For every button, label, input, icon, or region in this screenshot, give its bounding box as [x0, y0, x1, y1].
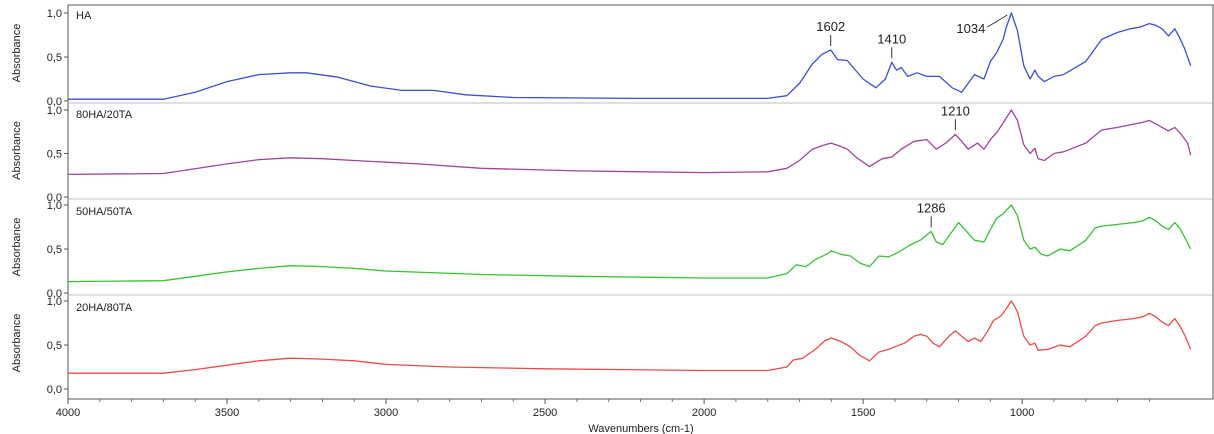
- y-tick-label: 1,0: [47, 8, 62, 20]
- spectrum-line: [68, 300, 1192, 374]
- panel-name: 80HA/20TA: [76, 109, 133, 121]
- x-tick-label: 2000: [692, 407, 716, 419]
- y-tick-label: 0,5: [47, 52, 62, 64]
- y-tick-label: 0,5: [47, 149, 62, 161]
- annotation-leader: [987, 14, 1008, 28]
- panel: 0,0 0,5 1,0 Absorbance HA 1602 1410 1034: [11, 8, 1213, 108]
- spectrum-line: [68, 12, 1192, 100]
- spectrum-line: [67, 204, 1192, 283]
- x-tick-label: 2500: [533, 407, 557, 419]
- panel-name: 20HA/80TA: [76, 302, 133, 314]
- plot-frame: [67, 4, 1214, 400]
- annotation-label: 1286: [917, 200, 946, 215]
- y-axis-label: Absorbance: [11, 314, 23, 373]
- annotation-label: 1210: [941, 103, 970, 118]
- y-tick-label: 0,5: [47, 244, 62, 256]
- x-axis-label: Wavenumbers (cm-1): [588, 423, 693, 434]
- x-tick-label: 3000: [374, 407, 398, 419]
- panel-name: 50HA/50TA: [76, 206, 133, 218]
- y-tick-label: 0,5: [47, 340, 62, 352]
- spectrum-line: [67, 109, 1192, 176]
- panel: 0,0 0,5 1,0 Absorbance 50HA/50TA 1286: [11, 200, 1213, 300]
- annotation-label: 1410: [877, 31, 906, 46]
- y-axis-label: Absorbance: [11, 121, 23, 180]
- x-tick-label: 1000: [1010, 407, 1034, 419]
- x-tick-label: 4000: [56, 407, 80, 419]
- x-tick-label: 1500: [851, 407, 875, 419]
- x-tick-label: 3500: [215, 407, 239, 419]
- y-tick-label: 1,0: [47, 296, 62, 308]
- annotation-label: 1034: [956, 21, 985, 36]
- y-tick-label: 1,0: [47, 105, 62, 117]
- y-tick-label: 1,0: [47, 200, 62, 212]
- y-axis-label: Absorbance: [11, 24, 23, 83]
- panels: 0,0 0,5 1,0 Absorbance HA 1602 1410 1034 0,0 0,5 1…: [11, 8, 1213, 396]
- panel-name: HA: [76, 10, 92, 22]
- panel: 0,0 0,5 1,0 Absorbance 80HA/20TA 1210: [11, 103, 1213, 204]
- y-tick-label: 0,0: [47, 192, 62, 204]
- y-tick-label: 0,0: [47, 288, 62, 300]
- y-tick-label: 0,0: [47, 384, 62, 396]
- plot-border: [67, 4, 1214, 400]
- y-tick-label: 0,0: [47, 96, 62, 108]
- x-axis: 4000 3500 3000 2500 2000 1500 1000: [56, 399, 1150, 419]
- y-axis-label: Absorbance: [11, 218, 23, 277]
- panel: 0,0 0,5 1,0 Absorbance 20HA/80TA: [11, 296, 1192, 396]
- annotation-label: 1602: [816, 19, 845, 34]
